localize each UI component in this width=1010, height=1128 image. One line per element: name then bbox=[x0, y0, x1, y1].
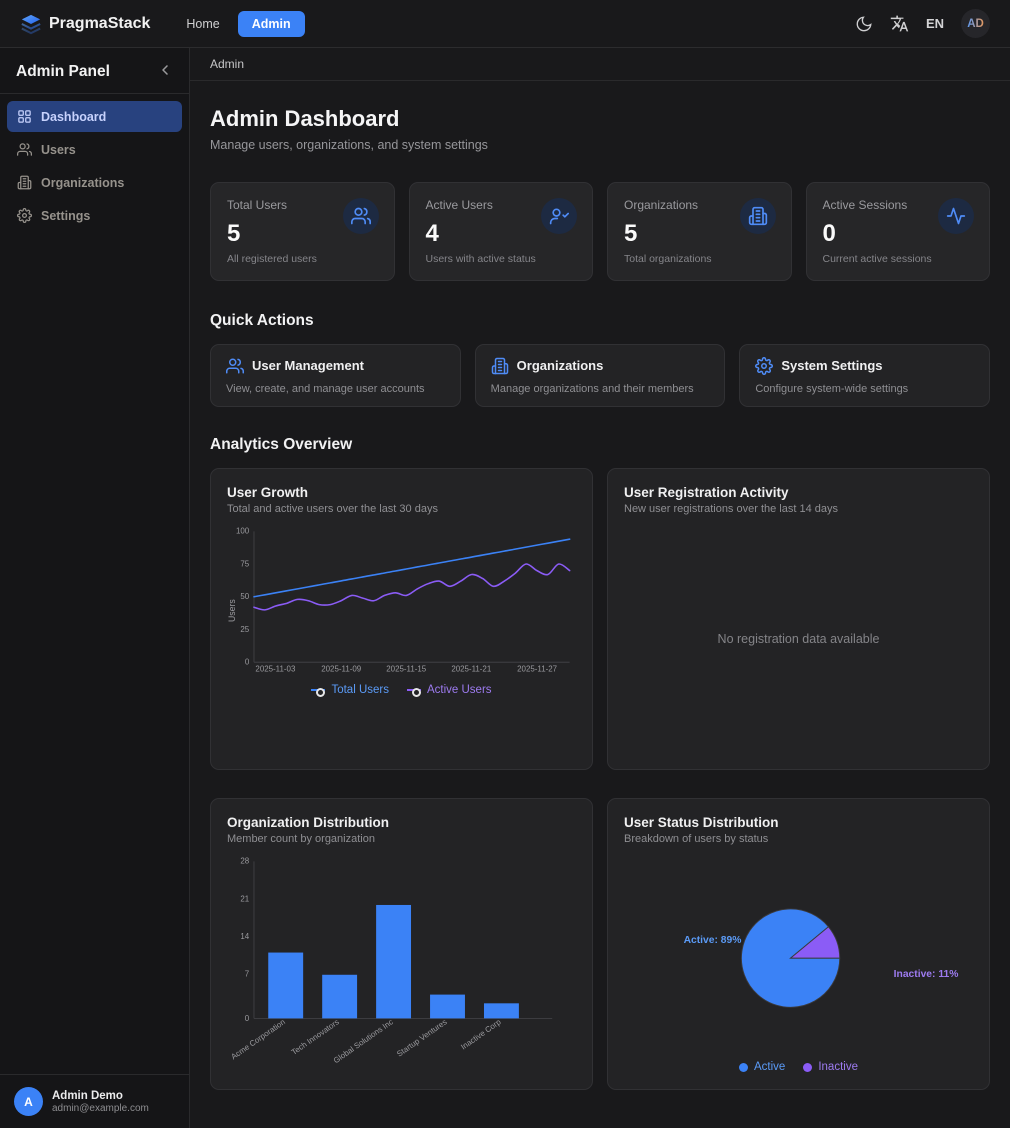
svg-text:50: 50 bbox=[240, 592, 249, 601]
svg-text:2025-11-27: 2025-11-27 bbox=[517, 665, 557, 674]
svg-text:14: 14 bbox=[240, 932, 249, 941]
svg-text:28: 28 bbox=[240, 857, 249, 866]
svg-text:2025-11-21: 2025-11-21 bbox=[451, 665, 492, 674]
svg-text:2025-11-03: 2025-11-03 bbox=[255, 665, 296, 674]
svg-text:21: 21 bbox=[240, 894, 249, 903]
svg-text:2025-11-09: 2025-11-09 bbox=[321, 665, 362, 674]
svg-text:0: 0 bbox=[245, 658, 250, 667]
svg-text:0: 0 bbox=[245, 1014, 250, 1023]
svg-text:Startup Ventures: Startup Ventures bbox=[395, 1017, 449, 1058]
svg-text:2025-11-15: 2025-11-15 bbox=[386, 665, 427, 674]
svg-text:25: 25 bbox=[240, 625, 249, 634]
svg-text:7: 7 bbox=[245, 970, 249, 979]
svg-text:Inactive Corp: Inactive Corp bbox=[459, 1017, 503, 1051]
svg-text:Active: 89%: Active: 89% bbox=[684, 935, 742, 946]
svg-text:Acme Corporation: Acme Corporation bbox=[229, 1017, 286, 1061]
svg-text:Global Solutions Inc: Global Solutions Inc bbox=[332, 1017, 395, 1065]
svg-text:100: 100 bbox=[236, 527, 250, 536]
svg-text:Tech Innovators: Tech Innovators bbox=[290, 1017, 341, 1056]
svg-text:Inactive: 11%: Inactive: 11% bbox=[894, 969, 959, 980]
svg-text:Users: Users bbox=[227, 599, 237, 622]
svg-text:75: 75 bbox=[240, 559, 249, 568]
